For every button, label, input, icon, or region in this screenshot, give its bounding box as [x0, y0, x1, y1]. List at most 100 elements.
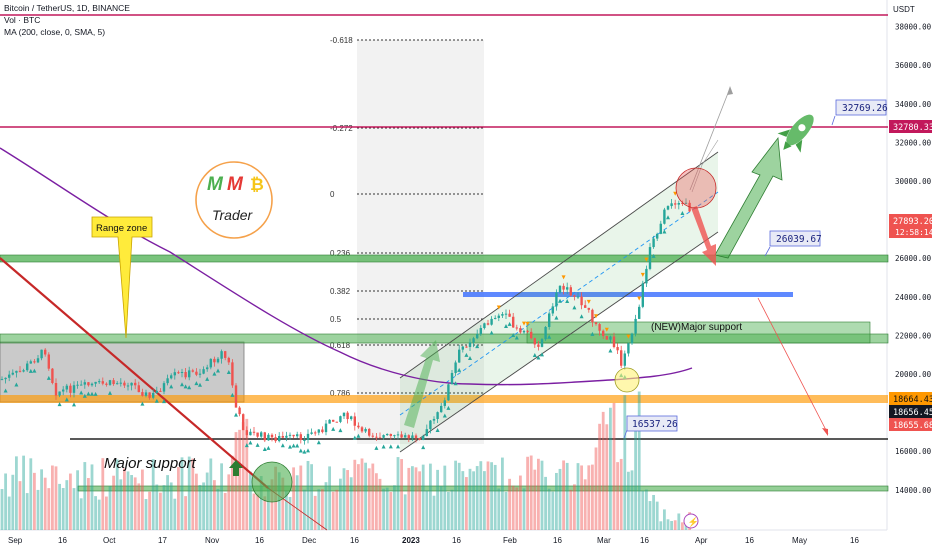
time-axis[interactable]: Sep 16 Oct 17 Nov 16 Dec 16 2023 16 Feb 16 Mar 16 Apr 1…: [8, 536, 859, 545]
buy-signal: [212, 371, 217, 376]
volume-bar: [511, 485, 515, 530]
volume-bar: [529, 455, 533, 530]
volume-bar: [375, 473, 378, 530]
buy-signal: [590, 331, 595, 336]
volume-bar: [328, 466, 331, 530]
volume-bar: [637, 391, 641, 530]
volume-bar: [569, 489, 573, 530]
candle: [72, 385, 76, 393]
buy-signal: [86, 391, 91, 396]
candle: [299, 434, 302, 440]
volume-bar: [619, 458, 623, 530]
candle: [69, 385, 72, 393]
candle: [382, 435, 385, 438]
buy-signal: [14, 382, 19, 387]
candle: [11, 372, 14, 375]
volume-bar: [623, 395, 627, 530]
candle: [335, 421, 338, 423]
support-zone-26000: [0, 254, 889, 263]
time-tick: 16: [255, 536, 264, 545]
candle: [371, 435, 374, 437]
candle: [393, 435, 396, 437]
price-tick: 34000.00: [895, 100, 932, 109]
candle: [346, 412, 349, 420]
candle: [548, 313, 551, 328]
symbol-title[interactable]: Bitcoin / TetherUS, 1D, BINANCE: [4, 3, 130, 13]
candle: [62, 389, 65, 392]
time-tick: Nov: [205, 536, 219, 545]
volume-bar: [267, 485, 270, 530]
volume-bar: [461, 471, 465, 530]
sell-signal: [594, 314, 598, 319]
volume-bars: [0, 391, 691, 530]
new-major-support-zone: [526, 321, 871, 344]
volume-bar: [162, 485, 166, 530]
buy-signal: [446, 405, 451, 410]
volume-bar: [295, 475, 299, 530]
candle: [512, 316, 515, 328]
currency-label: USDT: [893, 5, 915, 14]
buy-signal: [352, 435, 357, 440]
ma-indicator-label[interactable]: MA (200, close, 0, SMA, 5): [4, 27, 106, 37]
candle: [0, 379, 4, 381]
svg-text:18655.68: 18655.68: [893, 421, 932, 431]
volume-bar: [450, 489, 454, 530]
volume-bar: [645, 489, 648, 530]
buy-signal: [82, 393, 87, 398]
sell-signal: [525, 321, 530, 326]
volume-bar: [69, 473, 72, 530]
candle: [159, 390, 162, 392]
candle: [544, 327, 547, 340]
volume-bar: [627, 471, 630, 530]
candle: [296, 434, 299, 437]
buy-signal: [154, 398, 159, 403]
volume-bar: [43, 477, 47, 530]
candle: [18, 370, 22, 372]
buy-signal: [280, 443, 285, 448]
volume-bar: [655, 501, 659, 530]
candle: [440, 405, 443, 413]
badge-red-line: 32780.33: [889, 120, 932, 133]
candle: [274, 437, 277, 442]
volume-bar: [288, 496, 292, 530]
candle: [152, 392, 155, 398]
sell-signal: [626, 334, 631, 339]
buy-signal: [331, 426, 336, 431]
price-tick: 14000.00: [895, 486, 932, 495]
volume-bar: [648, 501, 652, 530]
volume-indicator-label[interactable]: Vol · BTC: [4, 15, 41, 25]
candle: [353, 416, 356, 426]
candles: [0, 198, 691, 445]
candle: [519, 328, 522, 333]
candle: [422, 436, 425, 440]
buy-signal: [532, 352, 537, 357]
candle: [350, 416, 353, 420]
buy-signal: [540, 352, 544, 357]
candle: [22, 370, 25, 372]
candle: [400, 434, 403, 438]
volume-bar: [263, 496, 267, 530]
volume-bar: [342, 468, 346, 530]
volume-bar: [299, 465, 303, 530]
candle: [555, 292, 558, 307]
candle: [216, 358, 220, 363]
candle: [357, 425, 360, 428]
time-tick: Feb: [503, 536, 517, 545]
candle: [630, 333, 634, 344]
volume-bar: [15, 456, 18, 530]
fib-level-label: -0.618: [330, 36, 353, 45]
volume-bar: [562, 460, 565, 530]
volume-bar: [281, 477, 285, 530]
buy-signal: [230, 392, 235, 397]
candle: [26, 363, 29, 371]
volume-bar: [22, 455, 25, 530]
volume-bar: [583, 479, 587, 530]
volume-bar: [389, 492, 393, 530]
logo-trader: Trader: [212, 207, 254, 223]
buy-signal: [558, 298, 562, 303]
candle: [116, 383, 119, 385]
buy-signal: [579, 314, 584, 319]
lightning-icon[interactable]: ⚡: [683, 513, 699, 529]
buy-signal: [306, 448, 310, 453]
